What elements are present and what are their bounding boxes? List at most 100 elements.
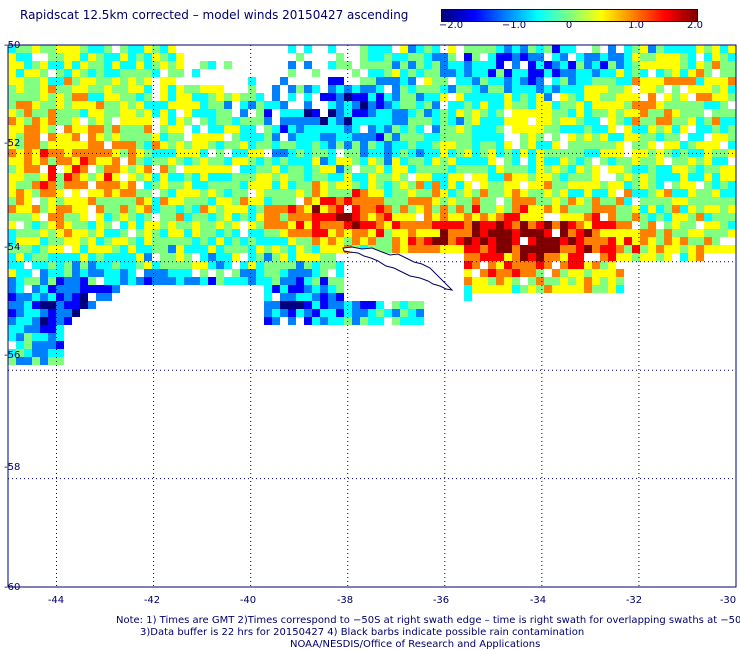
wind-difference-cell: [264, 269, 272, 277]
wind-difference-cell: [16, 61, 24, 69]
wind-difference-cell: [688, 69, 696, 77]
wind-difference-cell: [176, 261, 184, 269]
wind-difference-cell: [8, 45, 16, 53]
wind-difference-cell: [504, 77, 512, 85]
wind-difference-cell: [96, 237, 104, 245]
wind-difference-cell: [560, 69, 568, 77]
wind-difference-cell: [160, 77, 168, 85]
wind-difference-cell: [88, 229, 96, 237]
wind-difference-cell: [88, 221, 96, 229]
wind-difference-cell: [632, 237, 640, 245]
wind-difference-cell: [480, 69, 488, 77]
wind-difference-cell: [480, 221, 488, 229]
color-scale-bar: [441, 9, 698, 22]
wind-difference-cell: [704, 93, 712, 101]
wind-difference-cell: [208, 277, 216, 285]
wind-difference-cell: [384, 101, 392, 109]
wind-difference-cell: [24, 205, 32, 213]
wind-difference-cell: [272, 269, 280, 277]
wind-difference-cell: [440, 181, 448, 189]
wind-difference-cell: [584, 117, 592, 125]
wind-difference-cell: [296, 173, 304, 181]
wind-difference-cell: [280, 181, 288, 189]
wind-difference-cell: [456, 93, 464, 101]
wind-difference-cell: [40, 309, 48, 317]
wind-difference-cell: [584, 141, 592, 149]
wind-difference-cell: [488, 285, 496, 293]
wind-difference-cell: [168, 157, 176, 165]
lat-tick-label: -58: [4, 462, 20, 473]
wind-difference-cell: [112, 237, 120, 245]
wind-difference-cell: [392, 197, 400, 205]
wind-difference-cell: [528, 61, 536, 69]
wind-difference-cell: [16, 349, 24, 357]
wind-difference-cell: [336, 141, 344, 149]
wind-difference-cell: [192, 133, 200, 141]
wind-difference-cell: [704, 157, 712, 165]
wind-difference-cell: [264, 165, 272, 173]
wind-difference-cell: [400, 101, 408, 109]
wind-difference-cell: [160, 53, 168, 61]
wind-difference-cell: [32, 69, 40, 77]
wind-difference-cell: [144, 109, 152, 117]
wind-difference-cell: [80, 293, 88, 301]
wind-difference-cell: [664, 45, 672, 53]
wind-difference-cell: [56, 53, 64, 61]
wind-difference-cell: [232, 133, 240, 141]
wind-difference-cell: [32, 157, 40, 165]
wind-difference-cell: [680, 173, 688, 181]
wind-difference-cell: [552, 141, 560, 149]
wind-difference-cell: [120, 93, 128, 101]
wind-difference-cell: [216, 181, 224, 189]
wind-difference-cell: [56, 325, 64, 333]
wind-difference-cell: [320, 165, 328, 173]
wind-difference-cell: [424, 197, 432, 205]
wind-difference-cell: [176, 229, 184, 237]
wind-difference-cell: [136, 117, 144, 125]
wind-difference-cell: [696, 101, 704, 109]
wind-difference-cell: [184, 189, 192, 197]
wind-difference-cell: [144, 197, 152, 205]
wind-difference-cell: [528, 237, 536, 245]
wind-difference-cell: [424, 205, 432, 213]
wind-difference-cell: [560, 173, 568, 181]
wind-difference-cell: [72, 45, 80, 53]
wind-difference-cell: [32, 293, 40, 301]
wind-difference-cell: [160, 109, 168, 117]
wind-difference-cell: [48, 341, 56, 349]
wind-difference-cell: [512, 181, 520, 189]
wind-difference-cell: [312, 245, 320, 253]
wind-difference-cell: [480, 133, 488, 141]
wind-difference-cell: [488, 245, 496, 253]
wind-difference-cell: [408, 125, 416, 133]
wind-difference-cell: [376, 109, 384, 117]
wind-difference-cell: [264, 309, 272, 317]
wind-difference-cell: [560, 189, 568, 197]
wind-difference-cell: [488, 189, 496, 197]
wind-difference-cell: [16, 85, 24, 93]
wind-difference-cell: [64, 133, 72, 141]
wind-difference-cell: [520, 245, 528, 253]
wind-difference-cell: [416, 117, 424, 125]
wind-difference-cell: [24, 189, 32, 197]
wind-difference-cell: [704, 141, 712, 149]
wind-difference-cell: [720, 69, 728, 77]
wind-difference-cell: [184, 157, 192, 165]
wind-difference-cell: [312, 181, 320, 189]
wind-difference-cell: [552, 245, 560, 253]
wind-difference-cell: [328, 309, 336, 317]
wind-difference-cell: [312, 269, 320, 277]
wind-difference-cell: [264, 189, 272, 197]
wind-difference-cell: [464, 205, 472, 213]
wind-difference-cell: [152, 101, 160, 109]
wind-difference-cell: [520, 133, 528, 141]
wind-difference-cell: [200, 157, 208, 165]
wind-difference-cell: [464, 293, 472, 301]
wind-difference-cell: [248, 85, 256, 93]
wind-difference-cell: [64, 69, 72, 77]
wind-difference-cell: [192, 69, 200, 77]
wind-difference-cell: [24, 109, 32, 117]
wind-difference-cell: [128, 269, 136, 277]
wind-difference-cell: [568, 157, 576, 165]
wind-difference-cell: [496, 181, 504, 189]
